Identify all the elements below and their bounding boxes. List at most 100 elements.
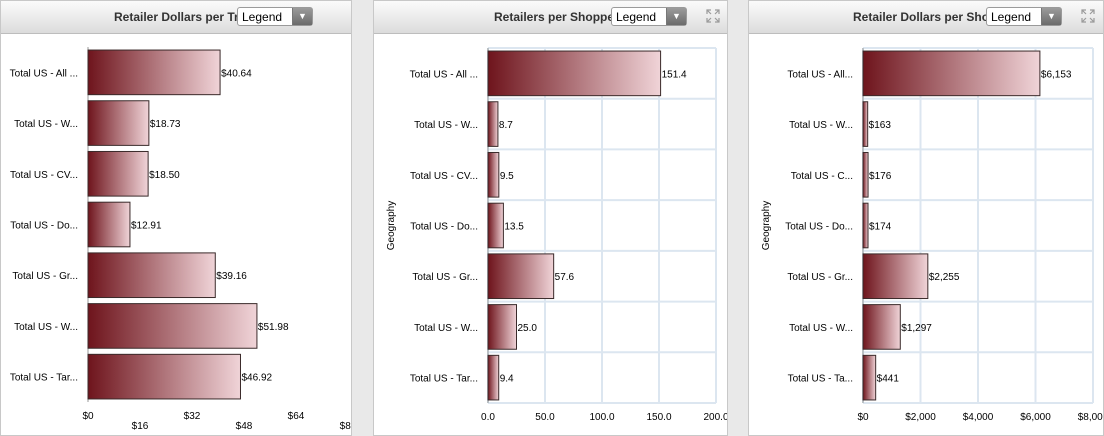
- bar-value-label: 8.7: [499, 120, 513, 131]
- bar-value-label: $1,297: [901, 323, 932, 334]
- bar[interactable]: [862, 50, 1041, 97]
- chevron-down-icon: ▼: [1041, 8, 1061, 25]
- bar-value-label: $18.50: [149, 170, 180, 181]
- panel-title: Retailer Dollars per Trip: [114, 10, 250, 24]
- chevron-down-icon: ▼: [666, 8, 686, 25]
- bar-value-label: 9.5: [500, 171, 514, 182]
- chevron-down-icon: ▼: [292, 8, 312, 25]
- bar-value-label: 57.6: [555, 272, 575, 283]
- panel-header: Retailer Dollars per Shop Legend ▼: [749, 1, 1103, 34]
- bar-value-label: $51.98: [258, 322, 289, 333]
- category-label: Total US - W...: [789, 120, 853, 131]
- expand-icon[interactable]: [1080, 8, 1096, 24]
- bar[interactable]: [862, 354, 877, 401]
- bar[interactable]: [487, 202, 504, 249]
- bar[interactable]: [862, 253, 929, 300]
- category-label: Total US - All...: [787, 69, 853, 80]
- bar[interactable]: [87, 150, 149, 197]
- legend-dropdown[interactable]: Legend ▼: [611, 7, 687, 26]
- x-tick-label: $0: [857, 412, 869, 423]
- category-label: Total US - Gr...: [12, 271, 78, 282]
- y-axis-label: Geography: [386, 201, 397, 250]
- bar[interactable]: [487, 304, 517, 350]
- bar[interactable]: [862, 202, 869, 249]
- bar[interactable]: [862, 101, 869, 147]
- x-tick-label: $2,000: [905, 412, 936, 423]
- bar[interactable]: [87, 49, 221, 96]
- x-tick-label: $64: [288, 411, 305, 422]
- category-label: Total US - C...: [791, 171, 853, 182]
- x-tick-label: $0: [82, 411, 94, 422]
- legend-dropdown-label: Legend: [242, 10, 283, 24]
- x-tick-label: $80: [340, 421, 352, 432]
- chart-svg: $40.64 Total US - All ... $18.73 Total US -…: [10, 47, 352, 432]
- bar-value-label: 9.4: [500, 374, 514, 385]
- y-axis-label: Geography: [761, 201, 772, 250]
- category-label: Total US - W...: [414, 323, 478, 334]
- x-tick-label: $8,000: [1078, 412, 1104, 423]
- bar-value-label: $163: [869, 120, 892, 131]
- panel-header: Retailer Dollars per Trip Legend ▼: [1, 1, 351, 34]
- category-label: Total US - CV...: [410, 171, 478, 182]
- chart-panel-3: Retailer Dollars per Shop Legend ▼ $6,15…: [748, 0, 1104, 436]
- bar[interactable]: [87, 201, 131, 248]
- category-label: Total US - Gr...: [787, 272, 853, 283]
- category-label: Total US - Do...: [410, 222, 478, 233]
- category-label: Total US - Tar...: [10, 373, 78, 384]
- x-tick-label: $48: [236, 421, 253, 432]
- x-tick-label: $6,000: [1020, 412, 1051, 423]
- bar-value-label: $18.73: [150, 119, 181, 130]
- x-tick-label: 0.0: [481, 412, 495, 423]
- bar-value-label: $12.91: [131, 221, 162, 232]
- category-label: Total US - Gr...: [412, 272, 478, 283]
- bar-value-label: 151.4: [662, 69, 687, 80]
- category-label: Total US - Ta...: [788, 374, 853, 385]
- category-label: Total US - CV...: [10, 170, 78, 181]
- panel-header: Retailers per Shopper Legend ▼: [374, 1, 727, 34]
- category-label: Total US - W...: [14, 119, 78, 130]
- bar-value-label: $441: [877, 374, 900, 385]
- panel-title: Retailer Dollars per Shop: [853, 10, 997, 24]
- bar[interactable]: [487, 101, 499, 147]
- bar[interactable]: [87, 100, 150, 146]
- category-label: Total US - All ...: [410, 69, 478, 80]
- chart-panel-2: Retailers per Shopper Legend ▼ 151.4 Tota…: [373, 0, 728, 436]
- x-tick-label: $4,000: [963, 412, 994, 423]
- bar-value-label: $176: [869, 171, 892, 182]
- bar-value-label: $40.64: [221, 68, 252, 79]
- bar[interactable]: [862, 151, 869, 198]
- bar[interactable]: [87, 303, 258, 349]
- x-tick-label: $32: [184, 411, 201, 422]
- x-tick-label: $16: [132, 421, 149, 432]
- chart-svg: 151.4 Total US - All ... 8.7 Total US - W..…: [386, 47, 728, 423]
- bar-value-label: $2,255: [929, 272, 960, 283]
- x-tick-label: 200.0: [703, 412, 728, 423]
- bar[interactable]: [87, 353, 241, 400]
- expand-icon[interactable]: [705, 8, 721, 24]
- panel-title: Retailers per Shopper: [494, 10, 619, 24]
- bar[interactable]: [87, 252, 216, 299]
- bar[interactable]: [487, 151, 500, 198]
- category-label: Total US - Do...: [10, 221, 78, 232]
- category-label: Total US - W...: [789, 323, 853, 334]
- category-label: Total US - Do...: [785, 222, 853, 233]
- bar[interactable]: [487, 354, 500, 401]
- chart-panel-1: Retailer Dollars per Trip Legend ▼ $40.6…: [0, 0, 352, 436]
- bar-value-label: $6,153: [1041, 69, 1072, 80]
- legend-dropdown[interactable]: Legend ▼: [237, 7, 313, 26]
- category-label: Total US - W...: [414, 120, 478, 131]
- bar-value-label: 25.0: [518, 323, 538, 334]
- x-tick-label: 100.0: [589, 412, 614, 423]
- legend-dropdown-label: Legend: [616, 10, 657, 24]
- chart-svg: $6,153 Total US - All... $163 Total US - W.…: [761, 47, 1104, 423]
- bar-value-label: $46.92: [241, 373, 272, 384]
- bar[interactable]: [487, 253, 555, 300]
- bar-value-label: $39.16: [216, 271, 247, 282]
- legend-dropdown[interactable]: Legend ▼: [986, 7, 1062, 26]
- legend-dropdown-label: Legend: [991, 10, 1032, 24]
- category-label: Total US - Tar...: [410, 374, 478, 385]
- bar-value-label: $174: [869, 222, 892, 233]
- bar[interactable]: [862, 304, 901, 350]
- category-label: Total US - All ...: [10, 68, 78, 79]
- bar[interactable]: [487, 50, 662, 97]
